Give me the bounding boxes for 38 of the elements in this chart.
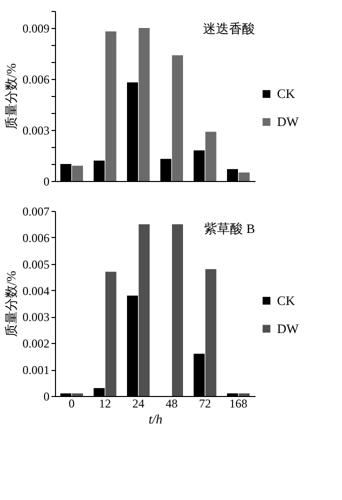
text: 紫草酸 B	[204, 221, 256, 236]
bar	[205, 269, 216, 396]
bar	[172, 55, 183, 181]
y-axis-title: 质量分数/%	[4, 63, 18, 130]
x-tick-label: 24	[132, 396, 144, 410]
bar	[138, 28, 150, 181]
bar	[138, 224, 150, 396]
y-tick-label: 0.005	[22, 257, 50, 272]
legend-label: CK	[277, 292, 296, 308]
bar	[72, 393, 83, 396]
legend-label: DW	[277, 114, 300, 129]
x-tick-label: 12	[99, 396, 111, 410]
y-tick-label: 0.006	[22, 72, 50, 86]
text: 迷迭香酸	[203, 21, 255, 36]
y-tick-label: 0.006	[22, 230, 50, 245]
x-tick-label: 168	[229, 396, 248, 410]
bar	[238, 172, 250, 181]
legend-label: CK	[277, 86, 296, 101]
x-tick-label: 72	[199, 396, 211, 410]
y-tick-label: 0.009	[22, 22, 50, 36]
bar	[172, 224, 183, 396]
y-tick-label: 0.007	[22, 204, 50, 218]
bar	[238, 393, 250, 396]
y-tick-label: 0.003	[22, 310, 50, 324]
y-tick-label: 0	[44, 174, 50, 188]
x-tick-label: 0	[68, 396, 75, 410]
x-axis-title: t/h	[148, 412, 162, 426]
y-tick-label: 0.001	[22, 363, 50, 378]
y-tick-label: 0.003	[22, 124, 50, 138]
legend-label: DW	[277, 320, 300, 336]
y-tick-label: 0.004	[22, 284, 50, 298]
bar	[72, 166, 83, 181]
x-tick-label: 48	[166, 396, 178, 410]
bar	[205, 132, 216, 181]
y-axis-title: 质量分数/%	[4, 270, 18, 338]
y-tick-label: 0.002	[22, 336, 50, 351]
bar	[105, 31, 116, 181]
bar	[105, 272, 116, 396]
